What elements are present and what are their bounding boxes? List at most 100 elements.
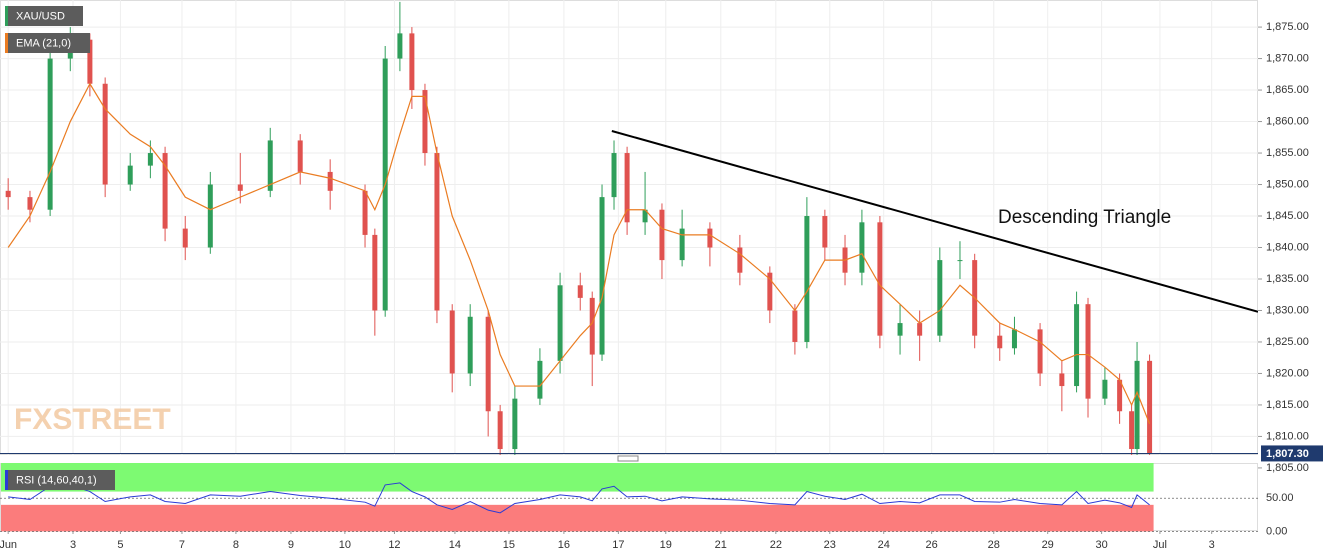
candle-body [182, 228, 188, 248]
candle-body [1117, 379, 1123, 412]
x-tick-label: Jul [1153, 539, 1167, 551]
y-tick-label: 1,870.00 [1266, 52, 1309, 64]
panel-divider-handle[interactable] [617, 455, 639, 462]
candle-body [822, 216, 828, 248]
legend-box [5, 6, 83, 26]
last-price-label: 1,807.30 [1266, 448, 1309, 460]
candle-body [1059, 373, 1065, 387]
candle-body [449, 310, 455, 374]
candle-body [497, 411, 503, 450]
x-tick-label: 15 [503, 539, 515, 551]
x-tick-label: 16 [558, 539, 570, 551]
candle-body [767, 272, 773, 311]
y-tick-label: 1,805.00 [1266, 462, 1309, 474]
y-tick-label: 1,845.00 [1266, 210, 1309, 222]
candle-body [327, 171, 333, 191]
x-tick-label: 10 [339, 539, 351, 551]
candle-body [737, 247, 743, 273]
candle-body [434, 153, 440, 311]
x-tick-label: 7 [179, 539, 185, 551]
candle-body [422, 90, 428, 154]
x-tick-label: 26 [926, 539, 938, 551]
candle-body [362, 190, 368, 235]
y-tick-label: 1,825.00 [1266, 336, 1309, 348]
candle-body [937, 260, 943, 336]
legend-label: RSI (14,60,40,1) [16, 474, 97, 486]
y-tick-label: 0.00 [1266, 525, 1287, 537]
x-tick-label: 3 [1209, 539, 1215, 551]
candle-body [589, 297, 595, 355]
rsi-lower-band [1, 504, 1154, 532]
y-tick-label: 1,855.00 [1266, 147, 1309, 159]
main-panel [0, 0, 1258, 455]
legend-box [5, 470, 115, 490]
candle-body [267, 140, 273, 191]
legend-box [5, 33, 90, 53]
candle-body [859, 222, 865, 273]
x-tick-label: 5 [117, 539, 123, 551]
rsi-plot [0, 463, 1258, 532]
candle-body [27, 197, 33, 210]
candle-body [409, 33, 415, 91]
candle-body [397, 33, 403, 59]
candle-body [624, 153, 630, 223]
y-tick-label: 1,850.00 [1266, 178, 1309, 190]
x-tick-label: 19 [660, 539, 672, 551]
annotation: Descending Triangle [998, 207, 1171, 228]
candle-body [679, 228, 685, 261]
y-tick-label: 1,860.00 [1266, 115, 1309, 127]
candle-body [147, 153, 153, 166]
candle-body [1085, 304, 1091, 399]
legend-swatch [5, 470, 8, 490]
candle-body [467, 316, 473, 374]
y-tick-label: 50.00 [1266, 492, 1294, 504]
candle-body [1074, 304, 1080, 387]
y-tick-label: 1,810.00 [1266, 430, 1309, 442]
x-tick-label: 28 [988, 539, 1000, 551]
last-price-box [1261, 445, 1323, 462]
candle-body [237, 184, 243, 191]
y-tick-label: 1,835.00 [1266, 273, 1309, 285]
candle-body [917, 323, 923, 336]
main-plot [0, 0, 1258, 455]
trendline [611, 130, 1258, 313]
candle-body [485, 316, 491, 412]
y-tick-label: 1,875.00 [1266, 21, 1309, 33]
y-tick-label: 1,865.00 [1266, 84, 1309, 96]
candle-body [297, 140, 303, 172]
x-tick-label: 17 [612, 539, 624, 551]
x-tick-label: 30 [1096, 539, 1108, 551]
candle-body [1102, 379, 1108, 399]
candle-body [599, 197, 605, 355]
x-tick-label: 21 [715, 539, 727, 551]
candle-body [897, 323, 903, 336]
x-tick-label: 24 [878, 539, 890, 551]
legend-swatch [5, 33, 8, 53]
candle-body [512, 398, 518, 450]
candle-body [792, 310, 798, 342]
x-tick-label: 8 [233, 539, 239, 551]
candle-body [611, 153, 617, 198]
legend-swatch [5, 6, 8, 26]
y-tick-label: 1,820.00 [1266, 367, 1309, 379]
candle-body [207, 184, 213, 248]
candle-body [577, 285, 583, 298]
candle-body [537, 360, 543, 399]
axes: Jun 3 5 7 8 9 10 12 14 15 16 17 19 21 22 23 24 26 28 29 30 Ju… [0, 21, 1323, 551]
candle-body [5, 190, 11, 198]
legend-label: EMA (21,0) [16, 37, 71, 49]
candle-body [162, 153, 168, 229]
x-tick-label: 14 [449, 539, 461, 551]
candle-body [957, 260, 963, 262]
x-tick-label: 9 [288, 539, 294, 551]
x-tick-label: 29 [1042, 539, 1054, 551]
ema-line [7, 82, 1151, 425]
x-tick-label: 12 [388, 539, 400, 551]
x-tick-label: 22 [770, 539, 782, 551]
candle-body [642, 209, 648, 223]
y-tick-label: 1,840.00 [1266, 241, 1309, 253]
x-tick-label: 23 [824, 539, 836, 551]
candle-body [707, 228, 713, 248]
candle-body [1134, 360, 1140, 450]
